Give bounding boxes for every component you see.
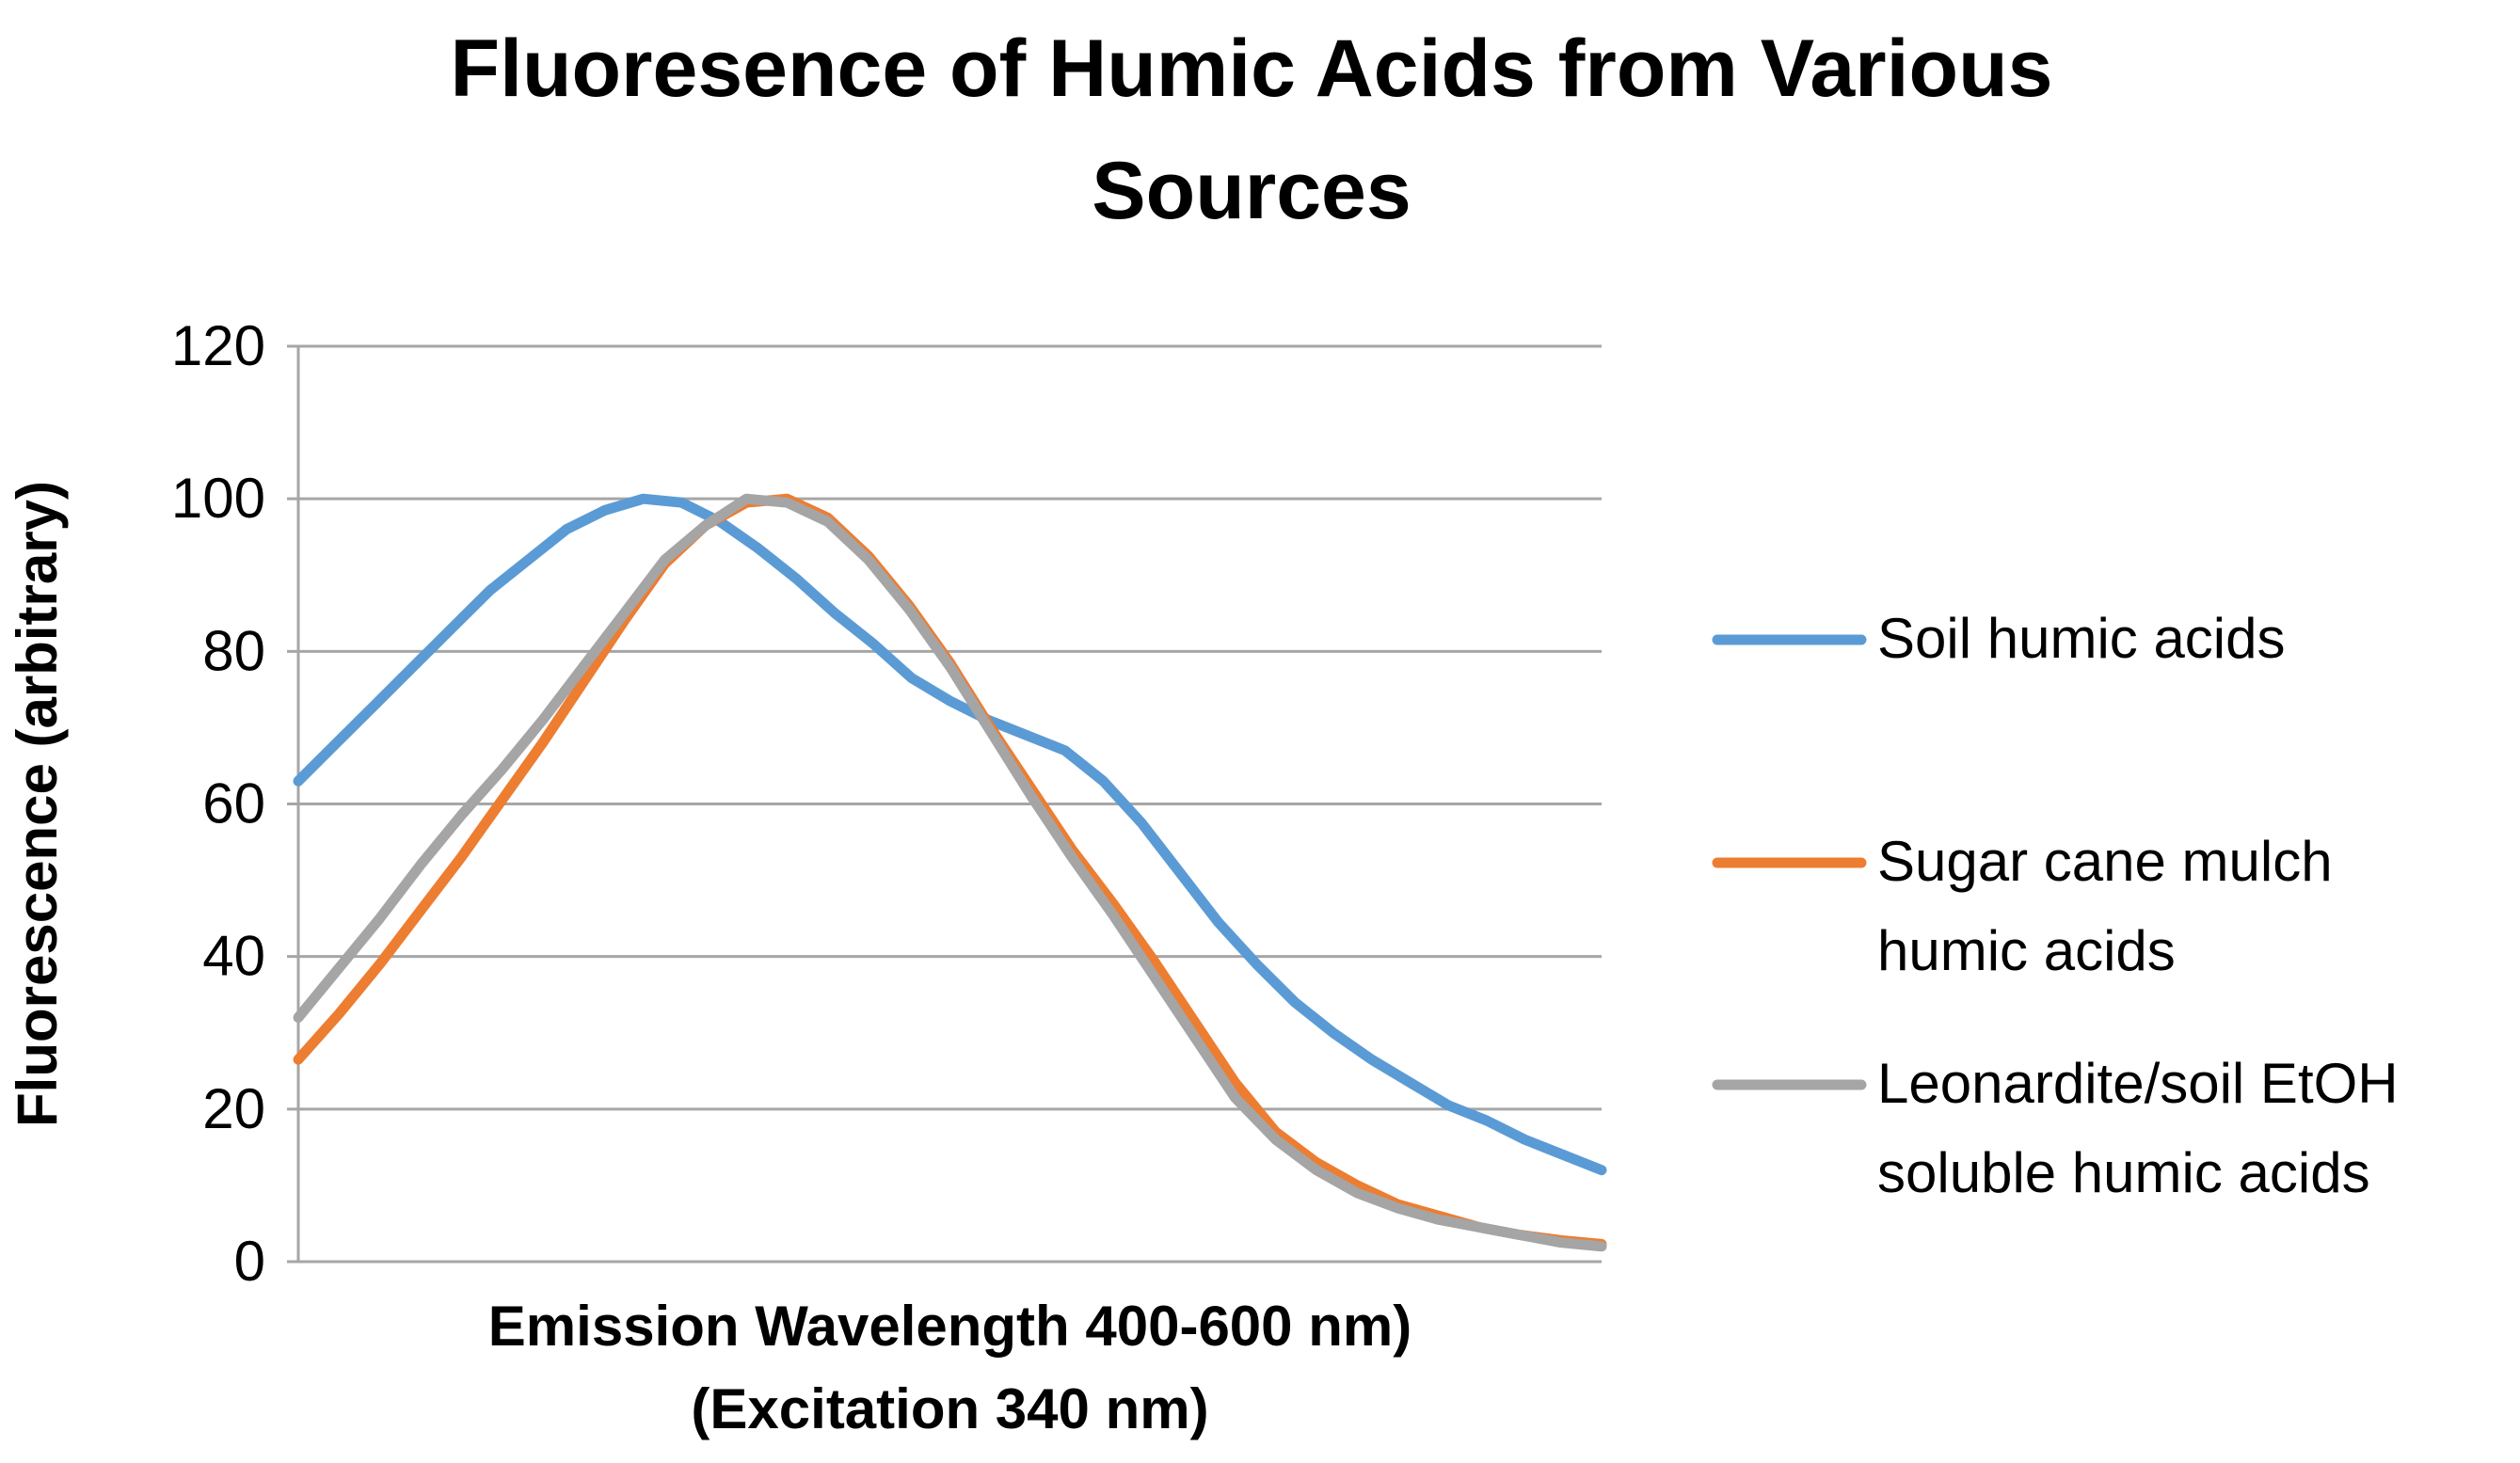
legend: Soil humic acids Sugar cane mulch humic ac… [1712,607,2399,1204]
x-axis-label: Emission Wavelength 400-600 nm) (Excitati… [488,1295,1412,1440]
series-line-soil-humic-acids [293,493,1607,1176]
x-axis-title-line-2: (Excitation 340 nm) [691,1377,1208,1440]
axes [287,346,1602,1264]
chart-title-line-2: Sources [1092,146,1411,236]
y-axis-label: Fluorescence (arbitrary) [6,481,69,1127]
legend-label-leonardite-soil-etoh-soluble-humic-acids-line-2: soluble humic acids [1877,1141,2370,1204]
gridlines [287,344,1602,1111]
series-lines [293,493,1607,1252]
series-line-leonardite-soil-etoh-soluble-humic-acids [293,493,1607,1252]
y-tick-label-0: 0 [234,1230,265,1293]
y-tick-label-60: 60 [202,772,265,835]
series-line-sugar-cane-mulch-humic-acids [293,493,1607,1249]
y-tick-label-120: 120 [171,314,265,377]
y-tick-label-40: 40 [202,925,265,988]
y-tick-labels: 0 20 40 60 80 100 120 [171,314,265,1293]
chart-title-line-1: Fluoresence of Humic Acids from Various [451,24,2053,114]
y-axis-title: Fluorescence (arbitrary) [6,481,69,1127]
legend-label-sugar-cane-mulch-humic-acids-line-1: Sugar cane mulch [1877,830,2333,893]
x-axis-title-line-1: Emission Wavelength 400-600 nm) [488,1295,1412,1358]
legend-label-leonardite-soil-etoh-soluble-humic-acids-line-1: Leonardite/soil EtOH [1877,1052,2399,1115]
legend-label-soil-humic-acids-line-1: Soil humic acids [1877,607,2286,670]
y-tick-label-20: 20 [202,1077,265,1140]
chart-title: Fluoresence of Humic Acids from Various S… [451,24,2053,236]
legend-label-sugar-cane-mulch-humic-acids-line-2: humic acids [1877,919,2176,982]
y-tick-label-100: 100 [171,467,265,530]
y-tick-label-80: 80 [202,619,265,682]
